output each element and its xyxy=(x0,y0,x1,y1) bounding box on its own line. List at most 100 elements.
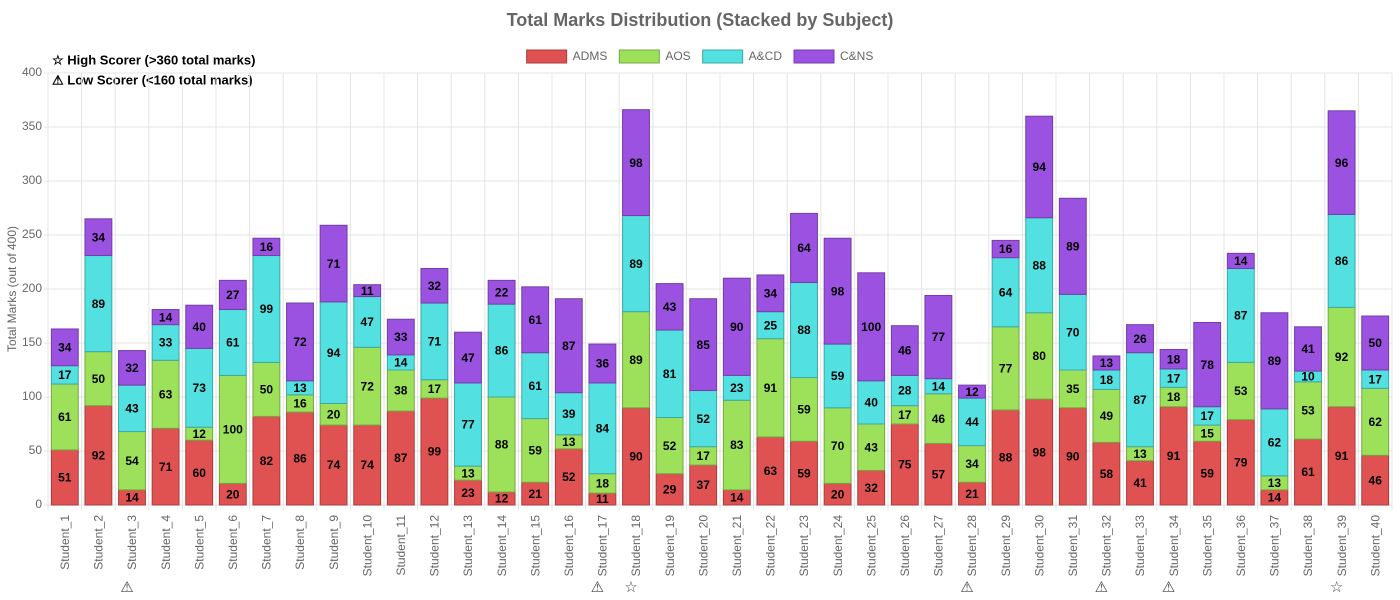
category-marker: ☆ xyxy=(624,579,637,596)
data-label: 72 xyxy=(293,335,307,349)
data-label: 14 xyxy=(1234,254,1248,268)
data-label: 34 xyxy=(965,457,979,471)
x-tick-label: Student_27 xyxy=(932,515,946,577)
x-tick-label: Student_37 xyxy=(1268,515,1282,577)
data-label: 10 xyxy=(1301,370,1315,384)
data-label: 85 xyxy=(697,338,711,352)
bar-segment xyxy=(319,224,348,303)
bar-segment xyxy=(1025,217,1054,314)
data-label: 16 xyxy=(999,242,1013,256)
x-tick-label: Student_22 xyxy=(764,515,778,577)
x-tick-label: Student_29 xyxy=(999,515,1013,577)
legend-swatch xyxy=(793,49,835,64)
data-label: 32 xyxy=(428,279,442,293)
bar-segment xyxy=(1092,441,1121,506)
data-label: 53 xyxy=(1234,384,1248,398)
bar-segment xyxy=(1327,213,1356,308)
data-label: 14 xyxy=(394,356,408,370)
data-label: 40 xyxy=(193,320,207,334)
bar-segment xyxy=(1226,361,1255,421)
x-tick-label: Student_34 xyxy=(1167,515,1181,577)
data-label: 89 xyxy=(629,353,643,367)
bar-segment xyxy=(185,347,214,428)
bar-segment xyxy=(353,296,382,348)
data-label: 88 xyxy=(1033,258,1047,272)
x-tick-label: Student_8 xyxy=(293,515,307,570)
x-tick-label: Student_24 xyxy=(831,515,845,577)
bar-segment xyxy=(756,274,785,313)
bar-segment xyxy=(958,445,986,483)
data-label: 61 xyxy=(529,313,543,327)
data-label: 22 xyxy=(495,285,509,299)
bar-segment xyxy=(286,411,314,506)
data-label: 53 xyxy=(1301,404,1315,418)
data-label: 33 xyxy=(159,336,173,350)
x-tick-label: Student_2 xyxy=(92,515,106,570)
data-label: 90 xyxy=(629,450,643,464)
bar-segment xyxy=(790,282,818,379)
bar-segment xyxy=(991,239,1020,259)
bar-segment xyxy=(924,442,953,506)
bar-segment xyxy=(823,237,852,345)
data-label: 70 xyxy=(831,439,845,453)
bar-segment xyxy=(554,298,583,394)
data-label: 91 xyxy=(1167,449,1181,463)
bar-segment xyxy=(689,298,718,392)
bar-segment xyxy=(1193,440,1222,506)
bar-segment xyxy=(185,439,214,506)
legend-label: AOS xyxy=(665,49,690,63)
category-marker: ⚠ xyxy=(120,579,133,596)
data-label: 43 xyxy=(865,440,879,454)
x-tick-label: Student_11 xyxy=(394,515,408,576)
data-label: 86 xyxy=(495,344,509,358)
x-tick-label: Student_10 xyxy=(360,515,374,577)
bar-segment xyxy=(1361,454,1390,506)
bar-segment xyxy=(622,215,650,313)
bar-segment xyxy=(420,397,449,506)
x-tick-label: Student_25 xyxy=(864,515,878,577)
bar-segment xyxy=(454,331,482,384)
bar-segment xyxy=(991,409,1020,506)
bar-segment xyxy=(353,284,382,298)
bar-segment xyxy=(151,309,180,326)
data-label: 94 xyxy=(1033,160,1047,174)
bar-segment xyxy=(84,351,113,407)
data-label: 11 xyxy=(596,492,609,506)
bar-segment xyxy=(790,377,818,442)
data-label: 64 xyxy=(797,241,811,255)
data-label: 77 xyxy=(999,362,1013,376)
bar-segment xyxy=(588,343,617,384)
bar-segment xyxy=(118,350,146,386)
bar-segment xyxy=(50,383,79,451)
data-label: 33 xyxy=(394,330,408,344)
data-label: 73 xyxy=(193,381,207,395)
data-label: 32 xyxy=(865,481,879,495)
y-tick-label: 0 xyxy=(35,497,42,511)
data-label: 59 xyxy=(797,403,811,417)
data-label: 89 xyxy=(92,297,106,311)
data-label: 52 xyxy=(697,412,711,426)
x-tick-label: Student_19 xyxy=(663,515,677,577)
x-tick-label: Student_16 xyxy=(562,515,576,577)
x-tick-label: Student_15 xyxy=(528,515,542,577)
data-label: 21 xyxy=(965,487,979,501)
data-label: 14 xyxy=(159,310,173,324)
data-label: 77 xyxy=(461,418,475,432)
data-label: 86 xyxy=(1335,254,1349,268)
x-tick-label: Student_33 xyxy=(1133,515,1147,577)
legend-label: A&CD xyxy=(749,49,783,63)
bar-segment xyxy=(1294,381,1322,440)
data-label: 72 xyxy=(361,379,375,393)
bar-segment xyxy=(1025,115,1054,219)
data-label: 87 xyxy=(562,339,576,353)
data-label: 17 xyxy=(898,408,912,422)
data-label: 44 xyxy=(965,415,979,429)
data-label: 50 xyxy=(92,372,106,386)
bar-segment xyxy=(84,255,113,353)
data-label: 88 xyxy=(999,451,1013,465)
bar-segment xyxy=(722,277,751,376)
data-label: 63 xyxy=(159,387,173,401)
bar-segment xyxy=(185,304,214,349)
data-label: 39 xyxy=(562,407,576,421)
data-label: 59 xyxy=(1201,466,1215,480)
